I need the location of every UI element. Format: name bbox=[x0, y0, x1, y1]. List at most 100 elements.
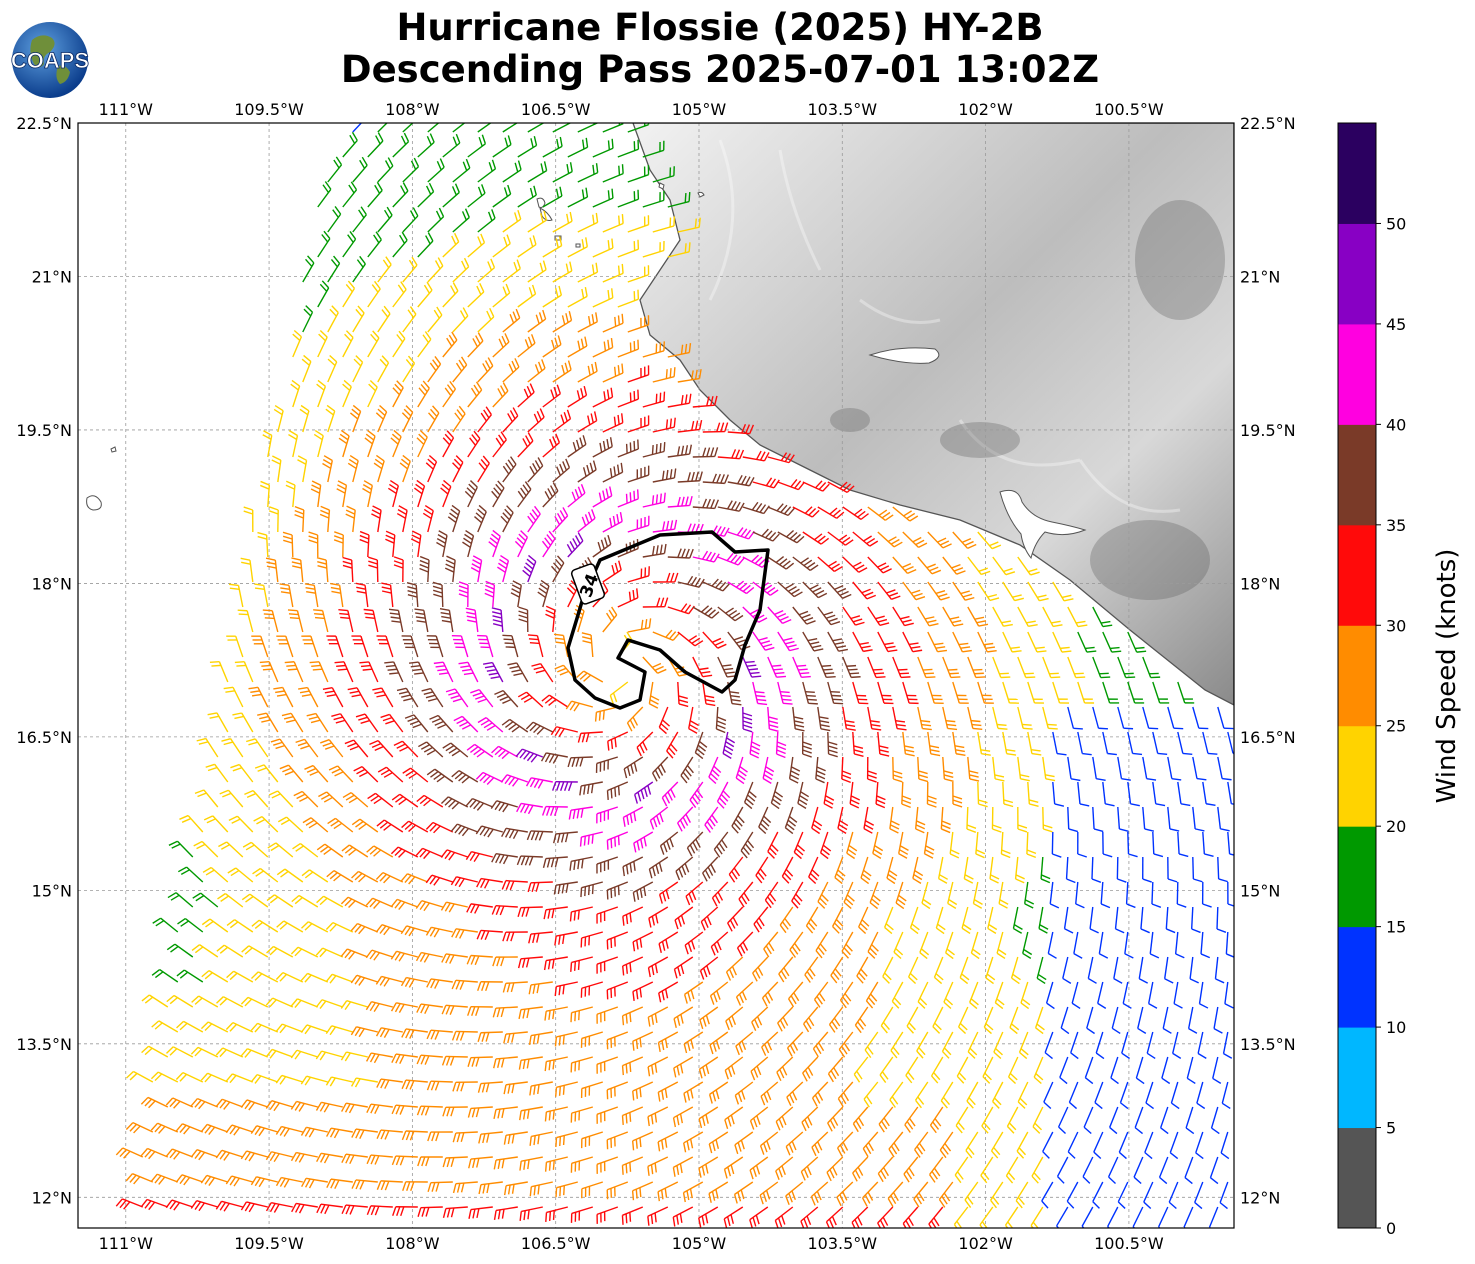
wind-barb bbox=[327, 305, 339, 333]
wind-barb bbox=[877, 1206, 894, 1228]
wind-barb bbox=[368, 556, 379, 583]
wind-barb bbox=[175, 1174, 204, 1186]
wind-barb bbox=[396, 687, 419, 708]
wind-barb bbox=[240, 1150, 268, 1162]
wind-barb bbox=[391, 1104, 418, 1115]
wind-barb bbox=[581, 632, 594, 658]
wind-barb bbox=[355, 582, 369, 608]
wind-barb bbox=[955, 1106, 969, 1134]
wind-barb bbox=[647, 1156, 669, 1176]
wind-barb bbox=[243, 506, 254, 533]
wind-barb bbox=[313, 429, 324, 458]
wind-barb bbox=[288, 430, 299, 458]
wind-barb bbox=[647, 1056, 669, 1077]
wind-barb bbox=[542, 236, 563, 258]
wind-barb bbox=[542, 335, 562, 358]
wind-barb bbox=[642, 441, 666, 458]
wind-barb bbox=[416, 1105, 443, 1116]
wind-barb bbox=[602, 313, 624, 333]
wind-barb bbox=[517, 906, 543, 917]
wind-barb bbox=[1217, 856, 1228, 883]
wind-barb bbox=[812, 1031, 829, 1058]
wind-barb bbox=[692, 447, 719, 458]
wind-barb bbox=[684, 931, 704, 955]
wind-barb bbox=[1102, 731, 1117, 756]
wind-barb bbox=[392, 330, 406, 358]
wind-barb bbox=[1192, 706, 1209, 730]
wind-barb bbox=[1038, 906, 1049, 934]
wind-barb bbox=[921, 881, 932, 910]
wind-barb bbox=[179, 814, 204, 833]
wind-barb bbox=[672, 1206, 694, 1227]
wind-barb bbox=[834, 856, 846, 885]
wind-barb bbox=[391, 1155, 418, 1166]
wind-barb bbox=[667, 242, 691, 258]
wind-barb bbox=[392, 281, 407, 308]
wind-barb bbox=[553, 881, 578, 895]
wind-barb bbox=[393, 740, 419, 758]
wind-barb bbox=[417, 133, 435, 158]
wind-barb bbox=[938, 1181, 954, 1208]
wind-barb bbox=[1152, 781, 1166, 807]
wind-barb bbox=[477, 406, 492, 433]
wind-barb bbox=[692, 656, 713, 678]
wind-barb bbox=[904, 1106, 919, 1133]
wind-barb bbox=[683, 1081, 704, 1103]
wind-barb bbox=[677, 471, 703, 483]
wind-barb bbox=[657, 1031, 679, 1052]
wind-barb bbox=[627, 515, 650, 533]
wind-barb bbox=[966, 1081, 979, 1109]
wind-barb bbox=[647, 1106, 669, 1127]
wind-barb bbox=[866, 756, 877, 783]
wind-barb bbox=[1117, 656, 1136, 679]
wind-barb bbox=[541, 694, 569, 708]
wind-barb bbox=[683, 981, 704, 1004]
wind-barb bbox=[477, 634, 494, 658]
wind-barb bbox=[1214, 956, 1225, 984]
wind-barb bbox=[627, 265, 650, 283]
wind-barb bbox=[1119, 1081, 1129, 1110]
wind-barb bbox=[240, 1048, 269, 1058]
wind-barb bbox=[932, 1006, 944, 1034]
colorbar-tick-label: 5 bbox=[1386, 1119, 1396, 1138]
wind-barb bbox=[527, 260, 547, 283]
lon-tick-label: 109.5°W bbox=[234, 1234, 304, 1253]
wind-barb bbox=[516, 855, 543, 866]
wind-barb bbox=[340, 896, 369, 908]
wind-barb bbox=[502, 209, 522, 233]
wind-barb bbox=[577, 509, 596, 533]
wind-barb bbox=[817, 706, 831, 732]
wind-barb bbox=[734, 1081, 754, 1105]
wind-barb bbox=[250, 1073, 279, 1084]
wind-barb bbox=[1092, 606, 1113, 628]
wind-barb bbox=[365, 949, 394, 961]
wind-barb bbox=[444, 555, 456, 583]
land-mexico bbox=[632, 123, 1234, 706]
wind-barb bbox=[223, 686, 244, 708]
wind-barb bbox=[451, 928, 478, 939]
wind-barb bbox=[376, 1078, 403, 1089]
wind-barb bbox=[923, 831, 935, 859]
wind-barb bbox=[400, 925, 428, 937]
wind-barb bbox=[390, 898, 419, 911]
wind-barb bbox=[842, 656, 861, 679]
wind-barb bbox=[883, 906, 894, 935]
wind-barb bbox=[304, 583, 319, 608]
wind-barb bbox=[617, 189, 640, 208]
wind-barb bbox=[945, 931, 955, 960]
wind-barb bbox=[468, 1156, 493, 1169]
wind-barb bbox=[890, 1031, 904, 1059]
wind-barb bbox=[1143, 1181, 1154, 1210]
wind-barb bbox=[304, 764, 329, 783]
wind-barb bbox=[592, 437, 613, 458]
wind-barb bbox=[542, 482, 559, 508]
wind-barb bbox=[902, 731, 915, 757]
wind-barb bbox=[1176, 881, 1187, 908]
wind-barb bbox=[554, 931, 578, 946]
wind-barb bbox=[425, 874, 454, 886]
wind-barb bbox=[322, 455, 333, 483]
wind-barb bbox=[200, 1021, 229, 1033]
wind-barb bbox=[417, 182, 435, 208]
wind-barb bbox=[141, 1045, 169, 1058]
wind-barb bbox=[550, 726, 578, 738]
